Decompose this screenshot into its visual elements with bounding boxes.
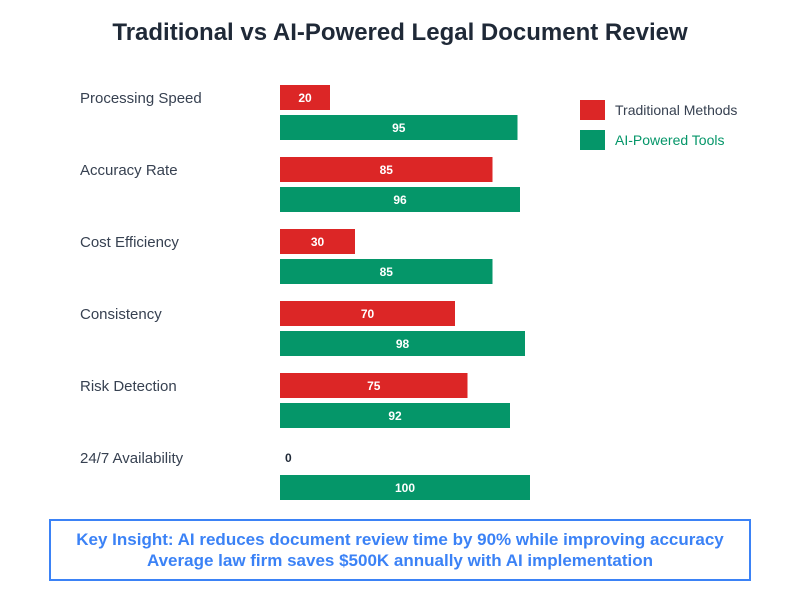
bars-group: Processing Speed 20 95 Accuracy Rate 85 96 Cos… [80,85,530,500]
insight-line-1: Key Insight: AI reduces document review … [76,530,724,549]
bar-value-label: 75 [367,379,381,393]
category-label: Cost Efficiency [80,234,179,251]
bar-value-label: 70 [361,307,375,321]
category-label: Accuracy Rate [80,162,178,179]
ai-bar [280,115,518,140]
bar-value-label: 30 [311,235,325,249]
bar-value-label: 92 [388,409,402,423]
ai-bar [280,187,520,212]
category-label: Processing Speed [80,90,202,107]
ai-bar [280,475,530,500]
traditional-bar [280,301,455,326]
ai-bar [280,259,493,284]
bar-value-label: 85 [380,163,394,177]
bar-value-label: 100 [395,481,415,495]
traditional-bar [280,373,468,398]
traditional-bar [280,157,493,182]
legend-swatch-ai [580,130,605,150]
ai-bar [280,403,510,428]
chart-title: Traditional vs AI-Powered Legal Document… [112,19,688,46]
traditional-bar [280,85,330,110]
traditional-bar [280,229,355,254]
legend: Traditional Methods AI-Powered Tools [580,100,737,150]
legend-label-traditional: Traditional Methods [615,102,737,118]
insight-border [49,519,751,581]
bar-value-label: 98 [396,337,410,351]
category-label: Risk Detection [80,378,177,395]
insight-box: Key Insight: AI reduces document review … [49,519,751,581]
bar-value-label: 85 [380,265,394,279]
category-label: 24/7 Availability [80,450,184,467]
bar-value-label: 0 [285,451,292,465]
legend-swatch-traditional [580,100,605,120]
insight-line-2: Average law firm saves $500K annually wi… [147,551,653,570]
ai-bar [280,331,525,356]
category-label: Consistency [80,306,162,323]
bar-value-label: 96 [393,193,407,207]
bar-value-label: 95 [392,121,406,135]
bar-value-label: 20 [298,91,312,105]
legend-label-ai: AI-Powered Tools [615,132,724,148]
